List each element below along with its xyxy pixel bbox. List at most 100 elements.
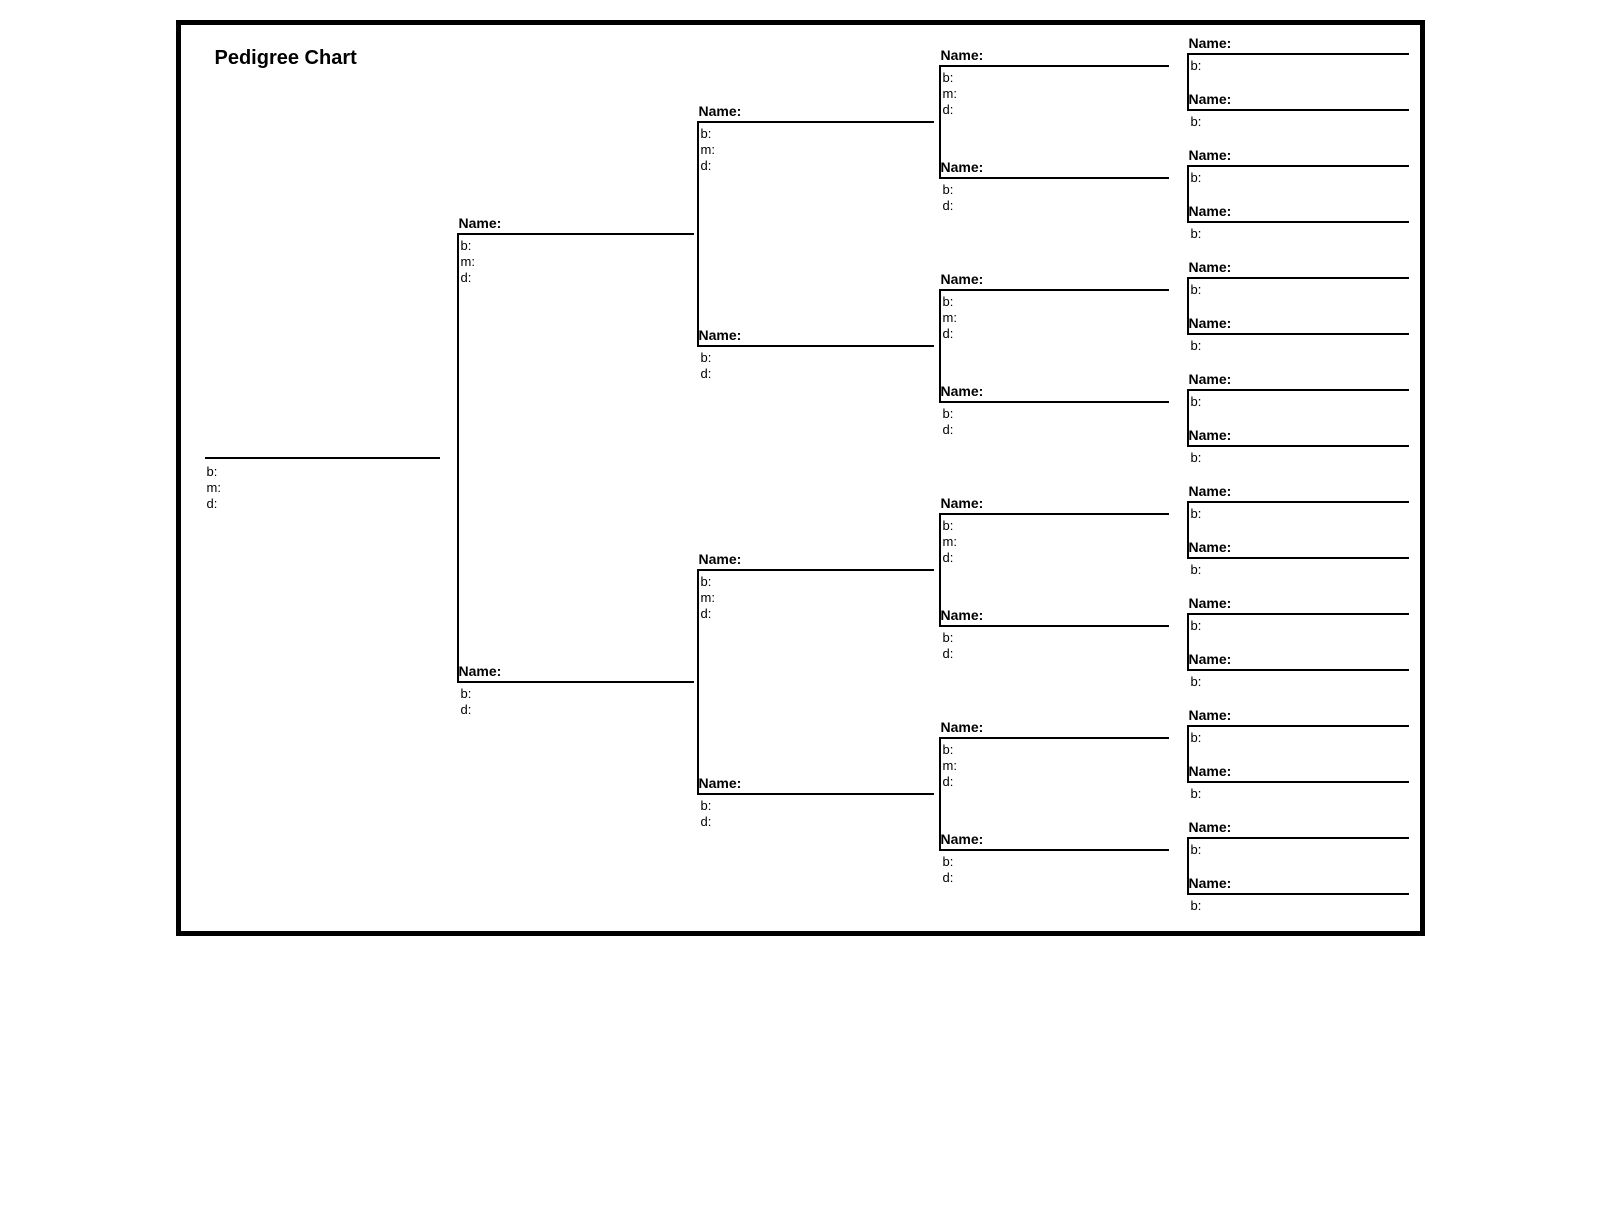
pedigree-node-gen5-9: Name:b: [1189, 483, 1409, 522]
field-b: b: [1191, 338, 1409, 354]
node-fields: b:m:d: [941, 291, 1169, 342]
field-b: b: [943, 518, 1169, 534]
name-label: Name: [1189, 315, 1409, 335]
pedigree-node-gen5-8: Name:b: [1189, 427, 1409, 466]
pedigree-node-gen5-6: Name: b: [1189, 315, 1409, 354]
field-b: b: [1191, 114, 1409, 130]
field-b: b: [1191, 226, 1409, 242]
field-m: m: [461, 254, 694, 270]
pedigree-node-gen1-1: b:m:d: [205, 457, 221, 512]
bracket-gen1-1 [457, 233, 459, 683]
node-fields: b:m:d: [459, 235, 694, 286]
pedigree-node-gen4-4: Name:b:d: [941, 383, 1169, 438]
field-d: d: [943, 646, 1169, 662]
field-d: d: [461, 270, 694, 286]
node-fields: b: [1189, 783, 1409, 802]
field-d: d: [943, 326, 1169, 342]
node-fields: b: [1189, 335, 1409, 354]
pedigree-node-gen5-15: Name:b: [1189, 819, 1409, 858]
field-b: b: [943, 182, 1169, 198]
name-label: Name: [941, 271, 1169, 291]
name-label: Name: [699, 775, 934, 795]
field-b: b: [1191, 170, 1409, 186]
field-b: b: [1191, 58, 1409, 74]
node-fields: b: [1189, 895, 1409, 914]
name-label: Name: [1189, 539, 1409, 559]
pedigree-node-gen5-3: Name:b: [1189, 147, 1409, 186]
node-fields: b:d: [941, 851, 1169, 886]
bracket-gen4-1 [1187, 53, 1189, 111]
field-b: b: [1191, 450, 1409, 466]
field-m: m: [701, 142, 934, 158]
name-label: Name: [459, 663, 694, 683]
field-b: b: [1191, 506, 1409, 522]
name-label: Name: [941, 47, 1169, 67]
field-b: b: [1191, 282, 1409, 298]
field-d: d: [943, 550, 1169, 566]
field-b: b: [1191, 562, 1409, 578]
field-d: d: [701, 606, 934, 622]
node-fields: b: [1189, 111, 1409, 130]
pedigree-node-gen5-2: Name:b: [1189, 91, 1409, 130]
name-label: Name: [1189, 35, 1409, 55]
pedigree-node-gen5-13: Name:b: [1189, 707, 1409, 746]
node-fields: b: [1189, 671, 1409, 690]
pedigree-node-gen4-7: Name:b:m:d: [941, 719, 1169, 790]
name-label: Name: [1189, 259, 1409, 279]
field-b: b: [943, 70, 1169, 86]
name-label: Name: [941, 719, 1169, 739]
name-label: Name: [941, 831, 1169, 851]
bracket-gen3-1 [939, 65, 941, 179]
node-fields: b:m:d: [941, 67, 1169, 118]
field-b: b: [1191, 394, 1409, 410]
node-fields: b:m:d: [205, 461, 221, 512]
field-b: b: [1191, 898, 1409, 914]
pedigree-node-gen3-1: Name:b:m:d: [699, 103, 934, 174]
field-d: d: [701, 366, 934, 382]
node-fields: b: [1189, 167, 1409, 186]
bracket-gen2-1 [697, 121, 699, 347]
node-fields: b:m:d: [699, 571, 934, 622]
bracket-gen4-4 [1187, 389, 1189, 447]
pedigree-node-gen2-1: Name:b:m:d: [459, 215, 694, 286]
node-fields: b: [1189, 223, 1409, 242]
bracket-gen4-6 [1187, 613, 1189, 671]
pedigree-chart: Pedigree Chartb:m:d:Name:b:m:d:Name:b:d:… [176, 20, 1425, 936]
pedigree-node-gen4-3: Name:b:m:d: [941, 271, 1169, 342]
pedigree-node-gen2-2: Name:b:d: [459, 663, 694, 718]
name-label: Name: [459, 215, 694, 235]
name-label: Name: [941, 159, 1169, 179]
name-label: Name: [1189, 819, 1409, 839]
field-d: d: [943, 870, 1169, 886]
node-fields: b:d: [941, 627, 1169, 662]
field-d: d: [701, 814, 934, 830]
field-b: b: [701, 798, 934, 814]
pedigree-node-gen4-5: Name:b:m:d: [941, 495, 1169, 566]
bracket-gen4-3 [1187, 277, 1189, 335]
name-label: Name: [941, 495, 1169, 515]
name-label: Name: [941, 607, 1169, 627]
node-fields: b:m:d: [941, 739, 1169, 790]
field-b: b: [943, 854, 1169, 870]
bracket-gen3-2 [939, 289, 941, 403]
name-label: Name: [1189, 203, 1409, 223]
name-label: Name: [699, 327, 934, 347]
node-fields: b:d: [941, 179, 1169, 214]
node-fields: b: [1189, 727, 1409, 746]
pedigree-node-gen3-4: Name:b:d: [699, 775, 934, 830]
field-b: b: [1191, 674, 1409, 690]
node-fields: b: [1189, 391, 1409, 410]
field-b: b: [943, 630, 1169, 646]
pedigree-node-gen3-3: Name:b:m:d: [699, 551, 934, 622]
field-b: b: [1191, 786, 1409, 802]
node-fields: b:d: [699, 795, 934, 830]
field-b: b: [701, 126, 934, 142]
node-fields: b: [1189, 447, 1409, 466]
node-fields: b:d: [941, 403, 1169, 438]
name-label: Name: [699, 551, 934, 571]
pedigree-node-gen5-10: Name: b: [1189, 539, 1409, 578]
name-label: Name: [1189, 595, 1409, 615]
node-fields: b: [1189, 55, 1409, 74]
node-fields: b:m:d: [941, 515, 1169, 566]
field-b: b: [207, 464, 221, 480]
